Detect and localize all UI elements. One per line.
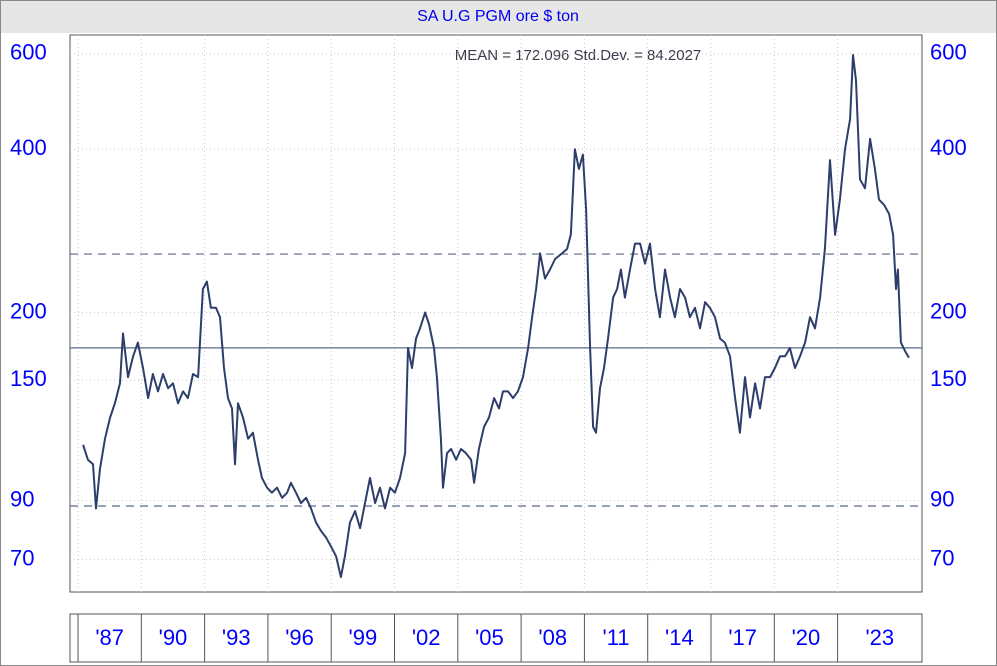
y2-tick-label: 600: [930, 40, 967, 65]
y2-tick-label: 90: [930, 486, 954, 511]
y-tick-label: 70: [10, 545, 34, 570]
x-tick-label: '14: [665, 625, 694, 650]
plot-area: [69, 34, 923, 593]
x-tick-label: '96: [285, 625, 314, 650]
x-tick-label: '87: [95, 625, 124, 650]
x-tick-label: '23: [865, 625, 894, 650]
x-tick-label: '05: [475, 625, 504, 650]
y-tick-label: 90: [10, 486, 34, 511]
y2-tick-label: 150: [930, 366, 967, 391]
x-tick-label: '08: [538, 625, 567, 650]
x-tick-label: '99: [349, 625, 378, 650]
y-tick-label: 150: [10, 366, 47, 391]
x-tick-label: '11: [603, 625, 630, 650]
annotation: MEAN = 172.096 Std.Dev. = 84.2027: [455, 47, 702, 64]
chart-title: SA U.G PGM ore $ ton: [417, 8, 579, 25]
x-tick-label: '02: [412, 625, 441, 650]
data-line: [82, 54, 910, 578]
title-bar: [1, 1, 996, 33]
x-axis-band: [69, 613, 923, 663]
y2-tick-label: 200: [930, 298, 967, 323]
y2-tick-label: 400: [930, 135, 967, 160]
y-tick-label: 400: [10, 135, 47, 160]
x-tick-label: '90: [159, 625, 188, 650]
y2-tick-label: 70: [930, 545, 954, 570]
y-tick-label: 200: [10, 298, 47, 323]
y-tick-label: 600: [10, 40, 47, 65]
x-tick-label: '17: [728, 625, 757, 650]
x-tick-label: '93: [222, 625, 251, 650]
x-tick-label: '20: [792, 625, 821, 650]
